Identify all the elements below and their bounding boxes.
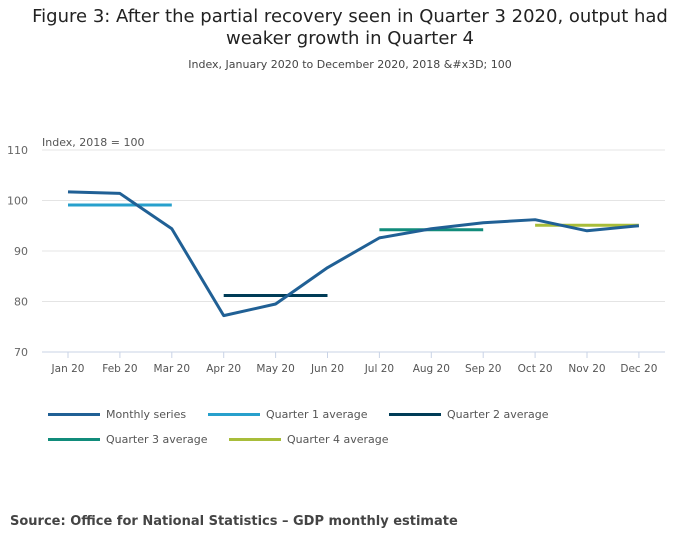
legend-swatch: [229, 438, 281, 441]
legend-item[interactable]: Quarter 3 average: [48, 433, 208, 446]
chart-title: Figure 3: After the partial recovery see…: [32, 6, 668, 49]
y-tick-label: 70: [14, 346, 28, 359]
x-tick-label: Feb 20: [102, 363, 137, 375]
legend-swatch: [48, 413, 100, 416]
legend-label: Quarter 2 average: [447, 408, 549, 421]
x-tick-label: May 20: [256, 363, 294, 375]
x-tick-label: Sep 20: [465, 363, 502, 375]
legend-swatch: [48, 438, 100, 441]
y-tick-label: 90: [14, 245, 28, 258]
x-tick-label: Mar 20: [154, 363, 191, 375]
y-tick-label: 110: [7, 144, 28, 157]
legend-swatch: [208, 413, 260, 416]
y-tick-label: 100: [7, 195, 28, 208]
legend-label: Quarter 3 average: [106, 433, 208, 446]
legend-item[interactable]: Monthly series: [48, 408, 186, 421]
x-tick-label: Jul 20: [364, 363, 394, 375]
legend-label: Quarter 1 average: [266, 408, 368, 421]
source-note: Source: Office for National Statistics –…: [10, 514, 458, 529]
x-tick-label: Dec 20: [620, 363, 657, 375]
legend-item[interactable]: Quarter 4 average: [229, 433, 389, 446]
x-tick-label: Nov 20: [568, 363, 605, 375]
x-tick-label: Jan 20: [51, 363, 85, 375]
legend-label: Quarter 4 average: [287, 433, 389, 446]
x-tick-label: Aug 20: [413, 363, 450, 375]
y-tick-label: 80: [14, 296, 28, 309]
x-tick-label: Jun 20: [310, 363, 344, 375]
x-tick-label: Apr 20: [206, 363, 241, 375]
x-tick-label: Oct 20: [518, 363, 553, 375]
legend-item[interactable]: Quarter 1 average: [208, 408, 368, 421]
legend-item[interactable]: Quarter 2 average: [389, 408, 549, 421]
legend-swatch: [389, 413, 441, 416]
y-axis-label: Index, 2018 = 100: [42, 136, 144, 149]
legend-label: Monthly series: [106, 408, 187, 421]
series-line-monthly-series: [67, 190, 640, 318]
chart-subtitle: Index, January 2020 to December 2020, 20…: [188, 58, 512, 71]
